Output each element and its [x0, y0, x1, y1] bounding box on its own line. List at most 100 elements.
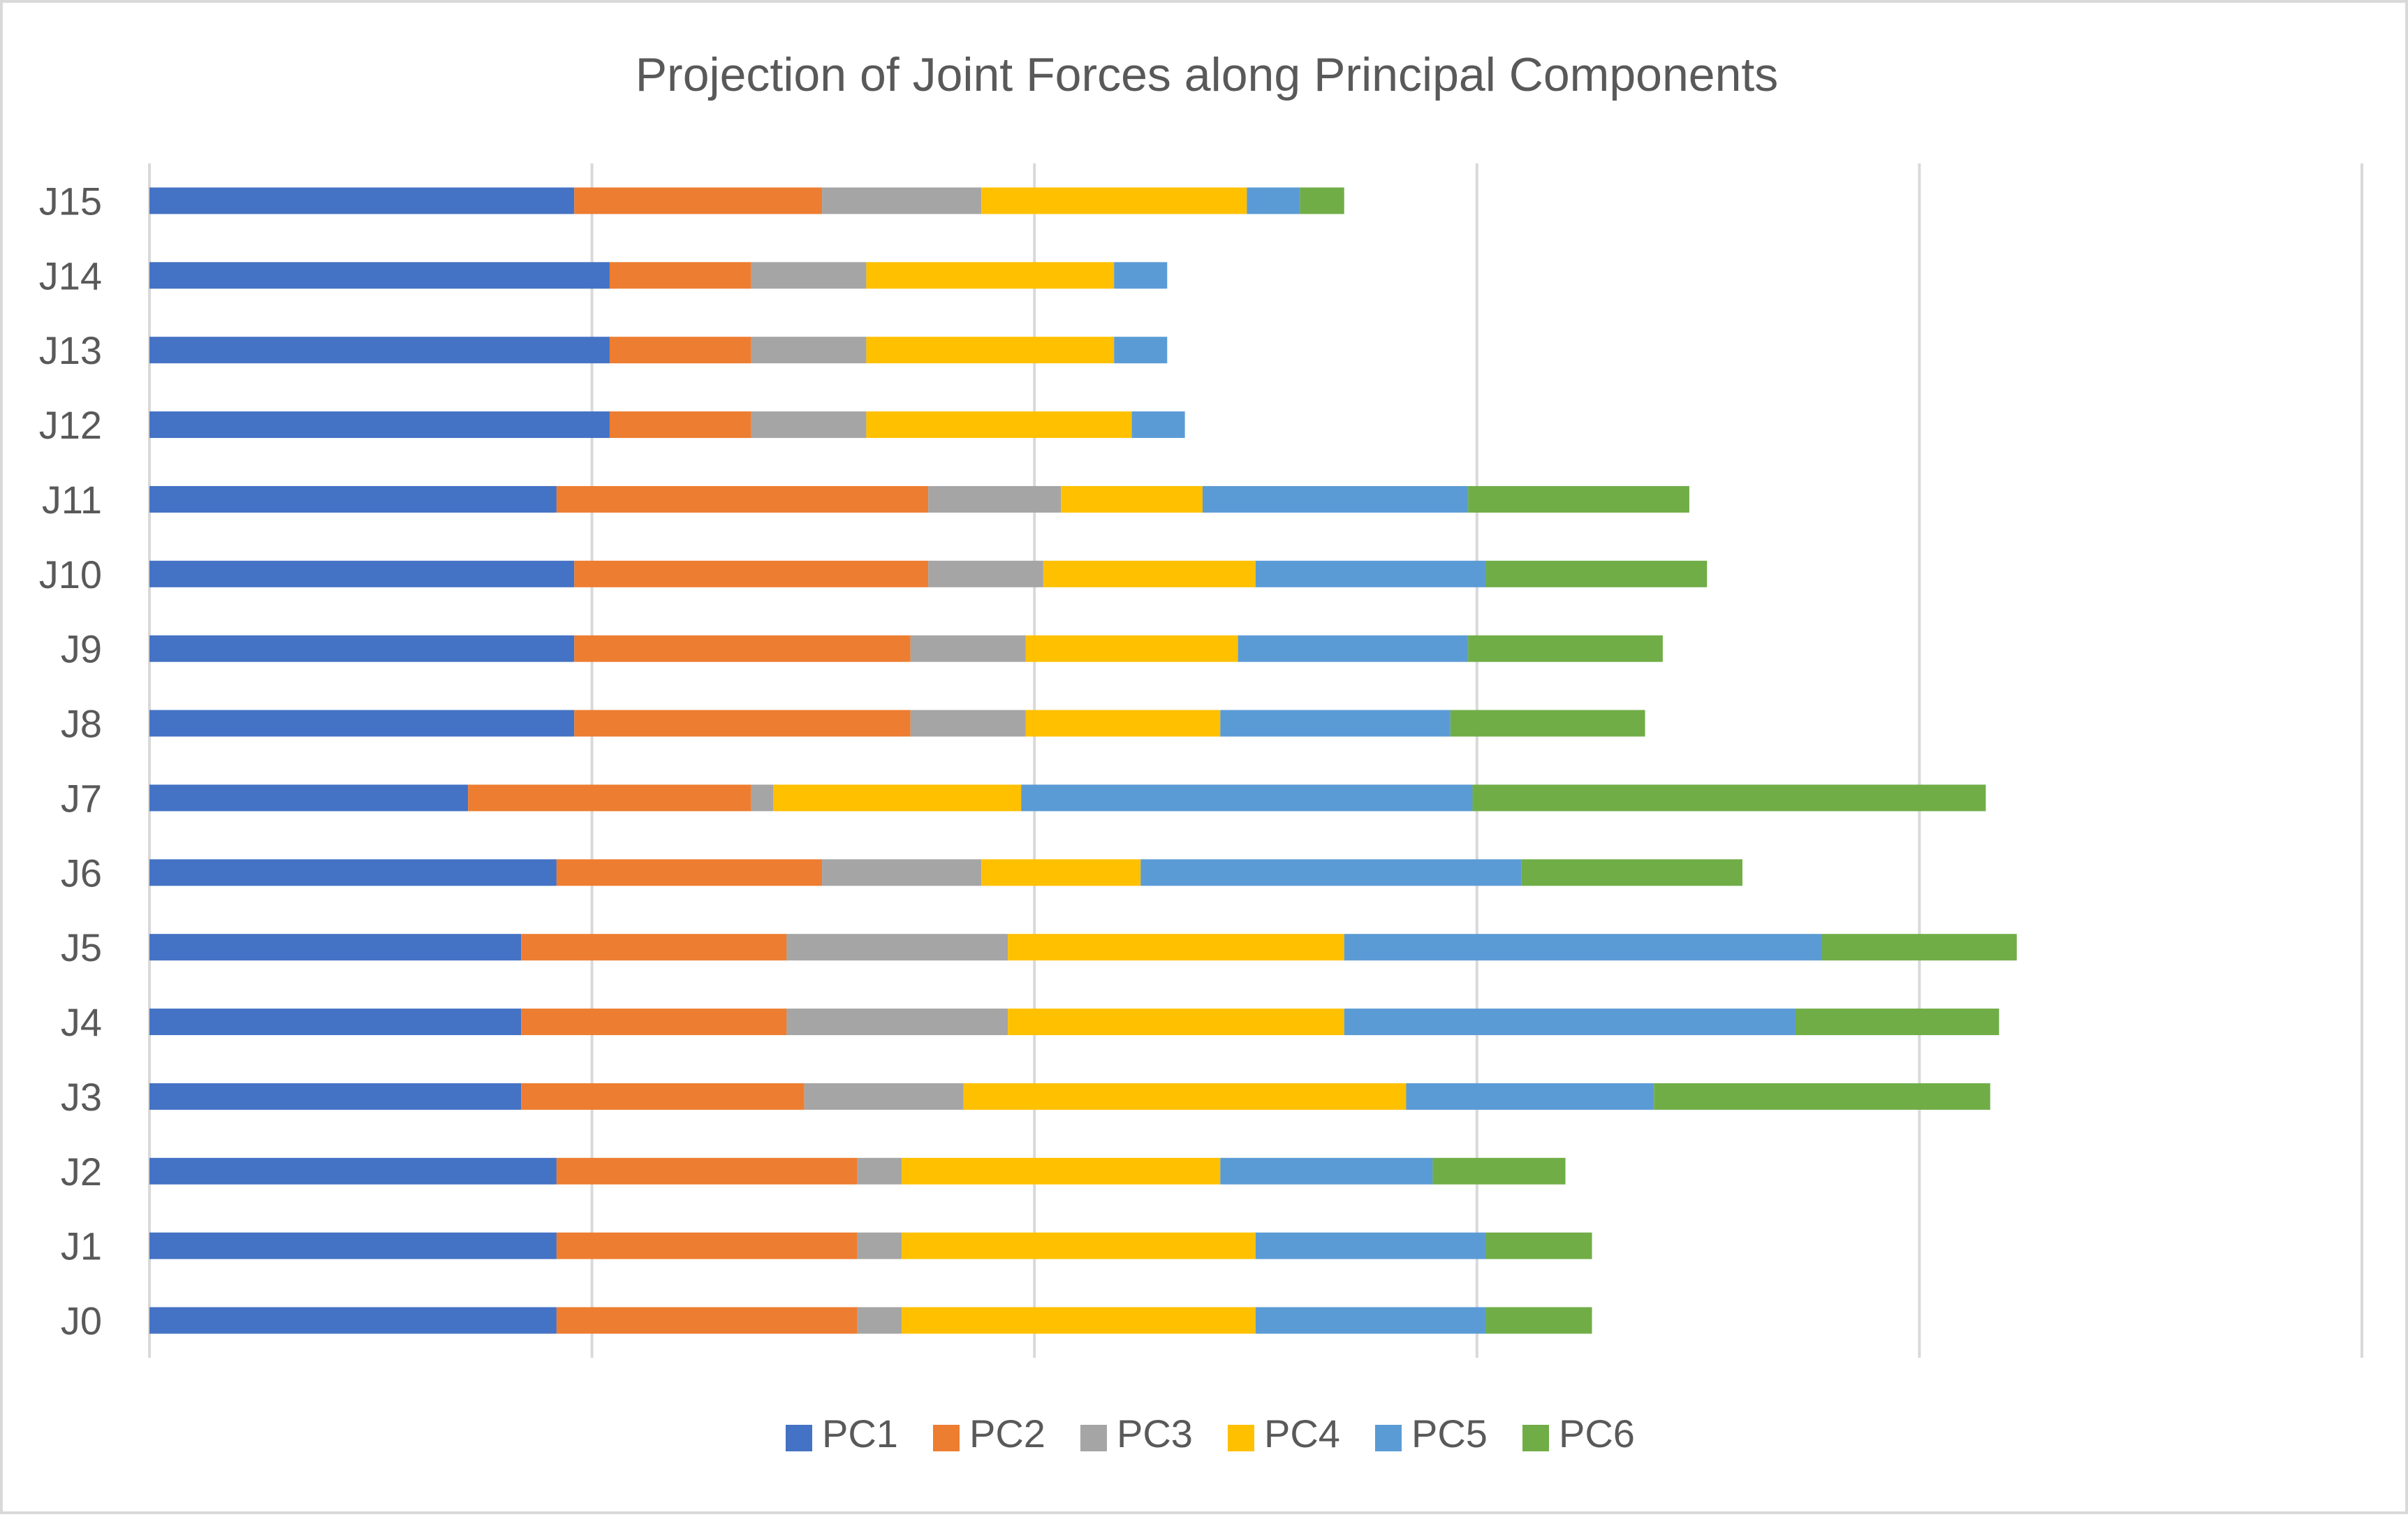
y-tick-label-j9: J9 — [61, 627, 102, 671]
bar-j4-pc2 — [521, 1009, 787, 1036]
bar-group-j6 — [149, 859, 1742, 886]
bar-group-j12 — [149, 411, 1185, 439]
bar-j6-pc5 — [1140, 859, 1522, 886]
legend-swatch-pc3 — [1080, 1425, 1107, 1451]
bar-j11-pc2 — [556, 485, 929, 513]
bar-j14-pc4 — [866, 262, 1115, 289]
legend-item-pc2: PC2 — [933, 1412, 1045, 1456]
bar-j3-pc1 — [149, 1083, 522, 1110]
bar-j4-pc5 — [1344, 1009, 1796, 1036]
bar-j11-pc1 — [149, 485, 557, 513]
bar-group-j14 — [149, 262, 1168, 289]
bar-group-j4 — [149, 1009, 1999, 1036]
bar-j15-pc3 — [822, 187, 982, 214]
bar-j7-pc1 — [149, 784, 469, 812]
legend-swatch-pc1 — [786, 1425, 812, 1451]
bar-j15-pc6 — [1300, 187, 1344, 214]
bar-j8-pc2 — [574, 710, 911, 737]
bar-group-j9 — [149, 635, 1663, 662]
bar-j10-pc5 — [1256, 560, 1486, 587]
bar-j4-pc1 — [149, 1009, 522, 1036]
bar-j5-pc2 — [521, 934, 787, 961]
legend-label-pc6: PC6 — [1559, 1412, 1635, 1456]
y-tick-label-j12: J12 — [39, 403, 102, 447]
bar-group-j7 — [149, 784, 1986, 812]
bar-j15-pc5 — [1247, 187, 1300, 214]
y-tick-label-j10: J10 — [39, 552, 102, 596]
bar-j5-pc5 — [1344, 934, 1823, 961]
bar-group-j10 — [149, 560, 1708, 587]
bar-j6-pc6 — [1521, 859, 1742, 886]
bar-j0-pc2 — [556, 1307, 858, 1334]
bar-group-j0 — [149, 1307, 1592, 1334]
bars — [149, 187, 2017, 1334]
bar-j5-pc3 — [786, 934, 1008, 961]
y-tick-label-j14: J14 — [39, 254, 102, 298]
legend-swatch-pc6 — [1522, 1425, 1549, 1451]
bar-j9-pc2 — [574, 635, 911, 662]
bar-j3-pc6 — [1654, 1083, 1990, 1110]
bar-j13-pc3 — [751, 337, 867, 364]
legend-label-pc5: PC5 — [1411, 1412, 1488, 1456]
bar-j5-pc1 — [149, 934, 522, 961]
y-tick-label-j1: J1 — [61, 1224, 102, 1268]
bar-j12-pc3 — [751, 411, 867, 439]
bar-j2-pc3 — [857, 1157, 902, 1185]
bar-j6-pc4 — [981, 859, 1141, 886]
bar-j0-pc4 — [902, 1307, 1256, 1334]
bar-j0-pc1 — [149, 1307, 557, 1334]
bar-j3-pc2 — [521, 1083, 805, 1110]
legend-item-pc1: PC1 — [786, 1412, 898, 1456]
bar-j3-pc4 — [963, 1083, 1407, 1110]
bar-j15-pc2 — [574, 187, 823, 214]
bar-j0-pc5 — [1256, 1307, 1486, 1334]
bar-j15-pc4 — [981, 187, 1247, 214]
bar-j0-pc6 — [1485, 1307, 1592, 1334]
bar-j10-pc1 — [149, 560, 575, 587]
bar-j1-pc4 — [902, 1232, 1256, 1259]
y-tick-label-j2: J2 — [61, 1150, 102, 1194]
bar-j10-pc2 — [574, 560, 929, 587]
y-tick-label-j0: J0 — [61, 1299, 102, 1343]
legend-swatch-pc5 — [1375, 1425, 1402, 1451]
bar-j13-pc1 — [149, 337, 610, 364]
bar-j9-pc4 — [1025, 635, 1238, 662]
bar-j10-pc4 — [1043, 560, 1256, 587]
bar-group-j2 — [149, 1157, 1566, 1185]
bar-group-j5 — [149, 934, 2017, 961]
bar-j8-pc3 — [910, 710, 1026, 737]
legend-item-pc3: PC3 — [1080, 1412, 1193, 1456]
bar-j8-pc5 — [1220, 710, 1451, 737]
bar-j11-pc3 — [928, 485, 1062, 513]
legend-label-pc4: PC4 — [1264, 1412, 1340, 1456]
bar-j2-pc6 — [1432, 1157, 1566, 1185]
bar-j12-pc5 — [1131, 411, 1185, 439]
bar-j13-pc5 — [1114, 337, 1168, 364]
bar-group-j3 — [149, 1083, 1990, 1110]
bar-j14-pc3 — [751, 262, 867, 289]
bar-j5-pc6 — [1822, 934, 2017, 961]
bar-j7-pc4 — [773, 784, 1022, 812]
bar-j7-pc5 — [1021, 784, 1473, 812]
bar-j7-pc2 — [468, 784, 751, 812]
bar-j6-pc1 — [149, 859, 557, 886]
bar-j4-pc3 — [786, 1009, 1008, 1036]
bar-j10-pc3 — [928, 560, 1043, 587]
legend-label-pc2: PC2 — [969, 1412, 1045, 1456]
bar-j14-pc2 — [609, 262, 751, 289]
bar-j9-pc3 — [910, 635, 1026, 662]
bar-j3-pc5 — [1406, 1083, 1654, 1110]
bar-j10-pc6 — [1485, 560, 1708, 587]
legend-item-pc5: PC5 — [1375, 1412, 1488, 1456]
bar-j6-pc3 — [822, 859, 982, 886]
bar-j11-pc4 — [1061, 485, 1203, 513]
bar-group-j1 — [149, 1232, 1592, 1259]
bar-j1-pc3 — [857, 1232, 902, 1259]
bar-j4-pc4 — [1008, 1009, 1344, 1036]
bar-group-j11 — [149, 485, 1689, 513]
bar-group-j13 — [149, 337, 1168, 364]
bar-j5-pc4 — [1008, 934, 1344, 961]
y-axis-labels: J0 J1 J2 J3 J4 J5 J6 J7 J8 J9 J10 J11 J12 J13 J14 J15 — [39, 179, 102, 1342]
bar-j12-pc4 — [866, 411, 1132, 439]
